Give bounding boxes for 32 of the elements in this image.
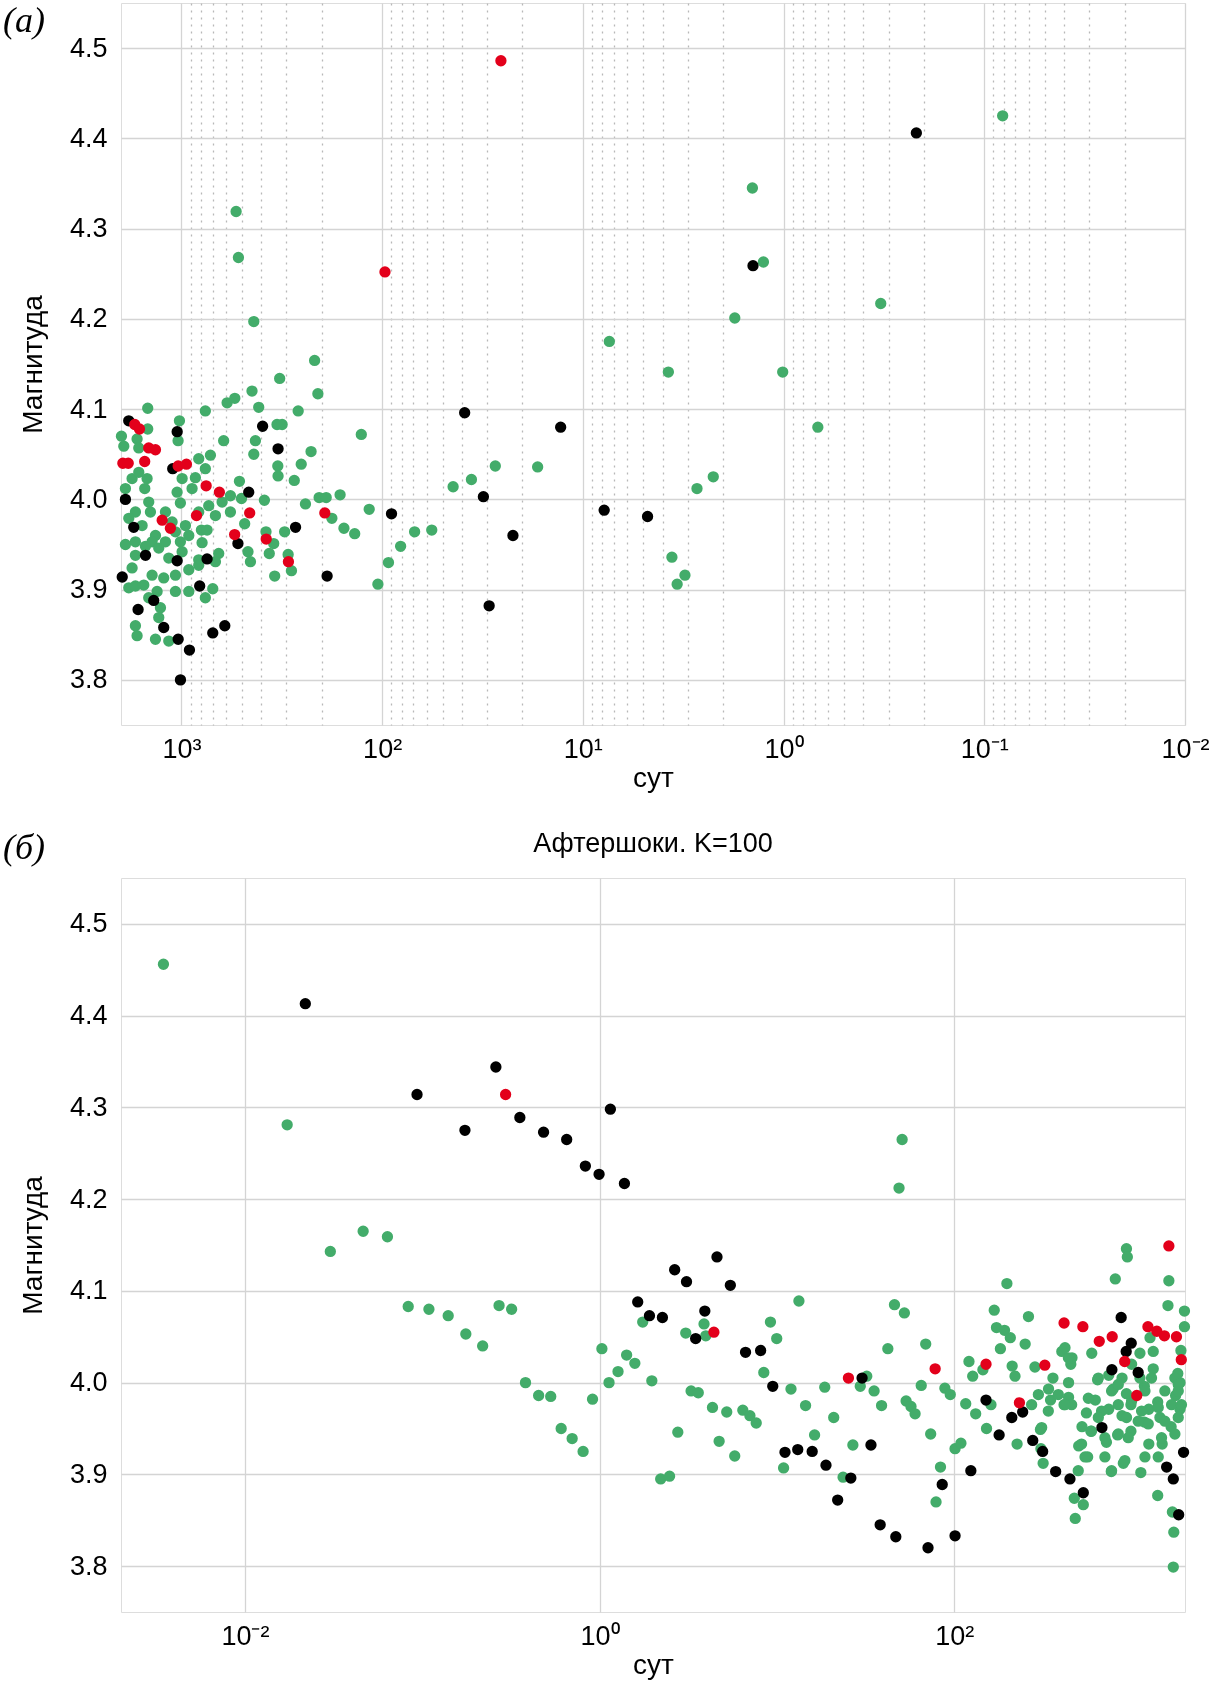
- y-tick-label: 4.0: [69, 483, 108, 514]
- y-tick-label: 4.2: [69, 303, 108, 334]
- y-tick-label: 4.4: [69, 1000, 108, 1031]
- x-axis-title: сут: [633, 761, 675, 793]
- y-tick-label: 4.5: [69, 32, 108, 63]
- x-tick-label: 10⁰: [580, 1620, 620, 1651]
- x-tick-label: 10²: [363, 733, 403, 764]
- y-axis-title: Магнитуда: [16, 294, 48, 434]
- text: (б): [3, 827, 46, 867]
- y-axis-title: Магнитуда: [16, 1175, 48, 1315]
- x-tick-label: 10⁻²: [1161, 733, 1210, 764]
- y-tick-label: 4.1: [69, 1275, 108, 1306]
- y-tick-label: 4.3: [69, 213, 108, 244]
- y-tick-label: 4.4: [69, 122, 108, 153]
- y-tick-label: 4.0: [69, 1367, 108, 1398]
- text: (а): [3, 0, 45, 40]
- y-tick-label: 4.5: [69, 908, 108, 939]
- x-tick-label: 10⁻²: [221, 1620, 270, 1651]
- x-tick-label: 10²: [935, 1620, 975, 1651]
- y-tick-label: 3.9: [69, 574, 108, 605]
- y-tick-label: 4.2: [69, 1183, 108, 1214]
- y-tick-label: 3.9: [69, 1458, 108, 1489]
- y-tick-label: 3.8: [69, 1550, 108, 1581]
- y-tick-label: 3.8: [69, 664, 108, 695]
- x-tick-label: 10⁻¹: [960, 733, 1009, 764]
- chart-title: Афтершоки. K=100: [533, 828, 773, 859]
- x-tick-label: 10³: [162, 733, 202, 764]
- y-tick-label: 4.1: [69, 393, 108, 424]
- x-axis-title: сут: [633, 1648, 675, 1680]
- y-tick-label: 4.3: [69, 1091, 108, 1122]
- x-tick-label: 10⁰: [764, 733, 804, 764]
- x-tick-label: 10¹: [563, 733, 603, 764]
